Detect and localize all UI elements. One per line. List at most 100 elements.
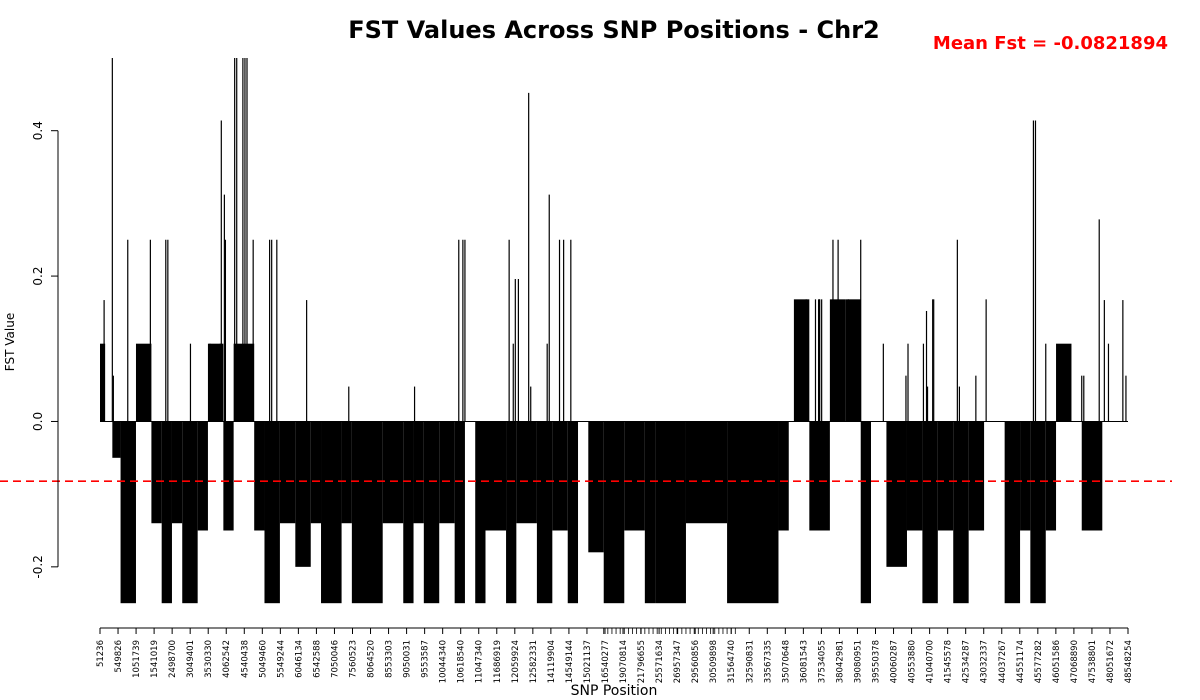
mean-fst-annotation: Mean Fst = -0.0821894 bbox=[933, 33, 1168, 54]
x-tick-label: 19070814 bbox=[619, 640, 629, 683]
x-tick-label: 8064520 bbox=[367, 640, 377, 678]
fst-bar-segment bbox=[953, 421, 969, 604]
fst-bar-segment bbox=[151, 421, 162, 524]
x-tick-label: 9553587 bbox=[421, 640, 431, 678]
fst-bar-segment bbox=[778, 421, 789, 531]
bars-group bbox=[100, 299, 1103, 604]
x-tick-label: 5549244 bbox=[276, 640, 286, 678]
x-tick-label: 15021137 bbox=[583, 640, 593, 683]
x-tick-label: 33567335 bbox=[763, 640, 773, 683]
x-tick-label: 6046134 bbox=[294, 640, 304, 678]
x-tick-label: 40060287 bbox=[890, 640, 900, 683]
fst-bar-segment bbox=[516, 421, 537, 524]
fst-bar-segment bbox=[485, 421, 507, 531]
x-tick-label: 8553303 bbox=[385, 640, 395, 678]
x-tick-label: 10044340 bbox=[439, 640, 449, 683]
fst-bar-segment bbox=[793, 299, 810, 422]
x-tick-label: 1051739 bbox=[132, 640, 142, 678]
x-tick-label: 47538801 bbox=[1088, 640, 1098, 683]
x-tick-label: 25571634 bbox=[655, 640, 665, 683]
fst-bar-segment bbox=[552, 421, 568, 531]
x-tick-label: 45577282 bbox=[1034, 640, 1044, 683]
fst-bar-segment bbox=[860, 421, 871, 604]
x-tick-label: 38042981 bbox=[835, 640, 845, 683]
x-tick-label: 36081543 bbox=[799, 640, 809, 683]
x-axis-label: SNP Position bbox=[571, 683, 658, 699]
x-tick-label: 44037267 bbox=[998, 640, 1008, 683]
fst-bar-segment bbox=[906, 421, 923, 531]
fst-bar-segment bbox=[937, 421, 954, 531]
fst-bar-segment bbox=[588, 421, 604, 553]
x-tick-label: 7560523 bbox=[348, 640, 358, 678]
fst-bar-segment bbox=[922, 421, 938, 604]
fst-bar-segment bbox=[321, 421, 342, 604]
y-tick-label: 0.0 bbox=[31, 412, 45, 431]
x-tick-label: 2498700 bbox=[168, 640, 178, 678]
x-tick-label: 47068890 bbox=[1070, 640, 1080, 683]
x-tick-label: 41545578 bbox=[944, 640, 954, 683]
x-tick-label: 7050046 bbox=[330, 640, 340, 678]
fst-bar-segment bbox=[1004, 421, 1021, 604]
fst-bar-segment bbox=[295, 421, 311, 567]
y-axis: -0.2 0.0 0.2 0.4 bbox=[31, 121, 59, 579]
fst-bar-segment bbox=[382, 421, 404, 524]
x-tick-label: 3049401 bbox=[186, 640, 196, 678]
peaks-group bbox=[103, 58, 1127, 422]
x-tick-label: 16540277 bbox=[601, 640, 611, 683]
x-tick-label: 48051672 bbox=[1106, 640, 1116, 683]
fst-bar-segment bbox=[279, 421, 296, 524]
fst-bar-segment bbox=[603, 421, 625, 604]
x-axis: 51236 549826 1051739 1541019 2498700 3049401 3… bbox=[96, 627, 1134, 683]
fst-bar-segment bbox=[624, 421, 645, 531]
x-tick-label: 12059924 bbox=[511, 640, 521, 683]
fst-bar-segment bbox=[439, 421, 455, 524]
x-tick-label: 31564740 bbox=[727, 640, 737, 683]
fst-bar-segment bbox=[341, 421, 352, 524]
x-tick-label: 40553880 bbox=[908, 640, 918, 683]
fst-bar-segment bbox=[182, 421, 198, 604]
fst-bar-segment bbox=[112, 421, 121, 458]
x-tick-label: 42534287 bbox=[962, 640, 972, 683]
x-tick-label: 51236 bbox=[96, 640, 106, 667]
fst-bar-segment bbox=[310, 421, 322, 524]
x-tick-label: 41040700 bbox=[926, 640, 936, 683]
fst-bar-segment bbox=[351, 421, 383, 604]
x-tick-label: 30509898 bbox=[709, 640, 719, 683]
fst-bar-segment bbox=[968, 421, 985, 531]
fst-bar-segment bbox=[120, 421, 136, 604]
chart-title: FST Values Across SNP Positions - Chr2 bbox=[348, 16, 880, 44]
x-tick-label: 9050031 bbox=[403, 640, 413, 678]
fst-bar-segment bbox=[207, 343, 224, 422]
fst-bar-segment bbox=[1020, 421, 1031, 531]
x-tick-label: 4540438 bbox=[240, 640, 250, 678]
fst-bar-segment bbox=[845, 299, 861, 422]
fst-bar-segment bbox=[135, 343, 152, 422]
y-tick-label: -0.2 bbox=[31, 555, 45, 578]
x-tick-label: 1541019 bbox=[150, 640, 160, 678]
x-tick-label: 26957347 bbox=[673, 640, 683, 683]
fst-bar-segment bbox=[809, 421, 830, 531]
fst-bar-segment bbox=[264, 421, 280, 604]
x-tick-label: 48548254 bbox=[1124, 640, 1134, 683]
fst-bar-segment bbox=[655, 421, 686, 604]
fst-bar-segment bbox=[1045, 421, 1057, 531]
x-tick-label: 46051586 bbox=[1052, 640, 1062, 683]
fst-bar-segment bbox=[536, 421, 553, 604]
fst-bar-segment bbox=[475, 421, 486, 604]
fst-bar-segment bbox=[1081, 421, 1103, 531]
fst-bar-segment bbox=[423, 421, 440, 604]
fst-bar-segment bbox=[171, 421, 183, 524]
y-axis-label: FST Value bbox=[3, 313, 17, 371]
fst-bar-segment bbox=[403, 421, 414, 604]
x-tick-label: 44551174 bbox=[1016, 640, 1026, 683]
x-tick-label: 12582331 bbox=[529, 640, 539, 683]
x-tick-label: 5049460 bbox=[258, 640, 268, 678]
x-tick-label: 4062542 bbox=[222, 640, 232, 678]
x-tick-label: 43032337 bbox=[980, 640, 990, 683]
x-tick-label: 549826 bbox=[114, 640, 124, 672]
x-tick-label: 29560856 bbox=[691, 640, 701, 683]
x-tick-label: 14549144 bbox=[565, 640, 575, 683]
fst-bar-segment bbox=[644, 421, 656, 604]
fst-bar-segment bbox=[567, 421, 579, 604]
